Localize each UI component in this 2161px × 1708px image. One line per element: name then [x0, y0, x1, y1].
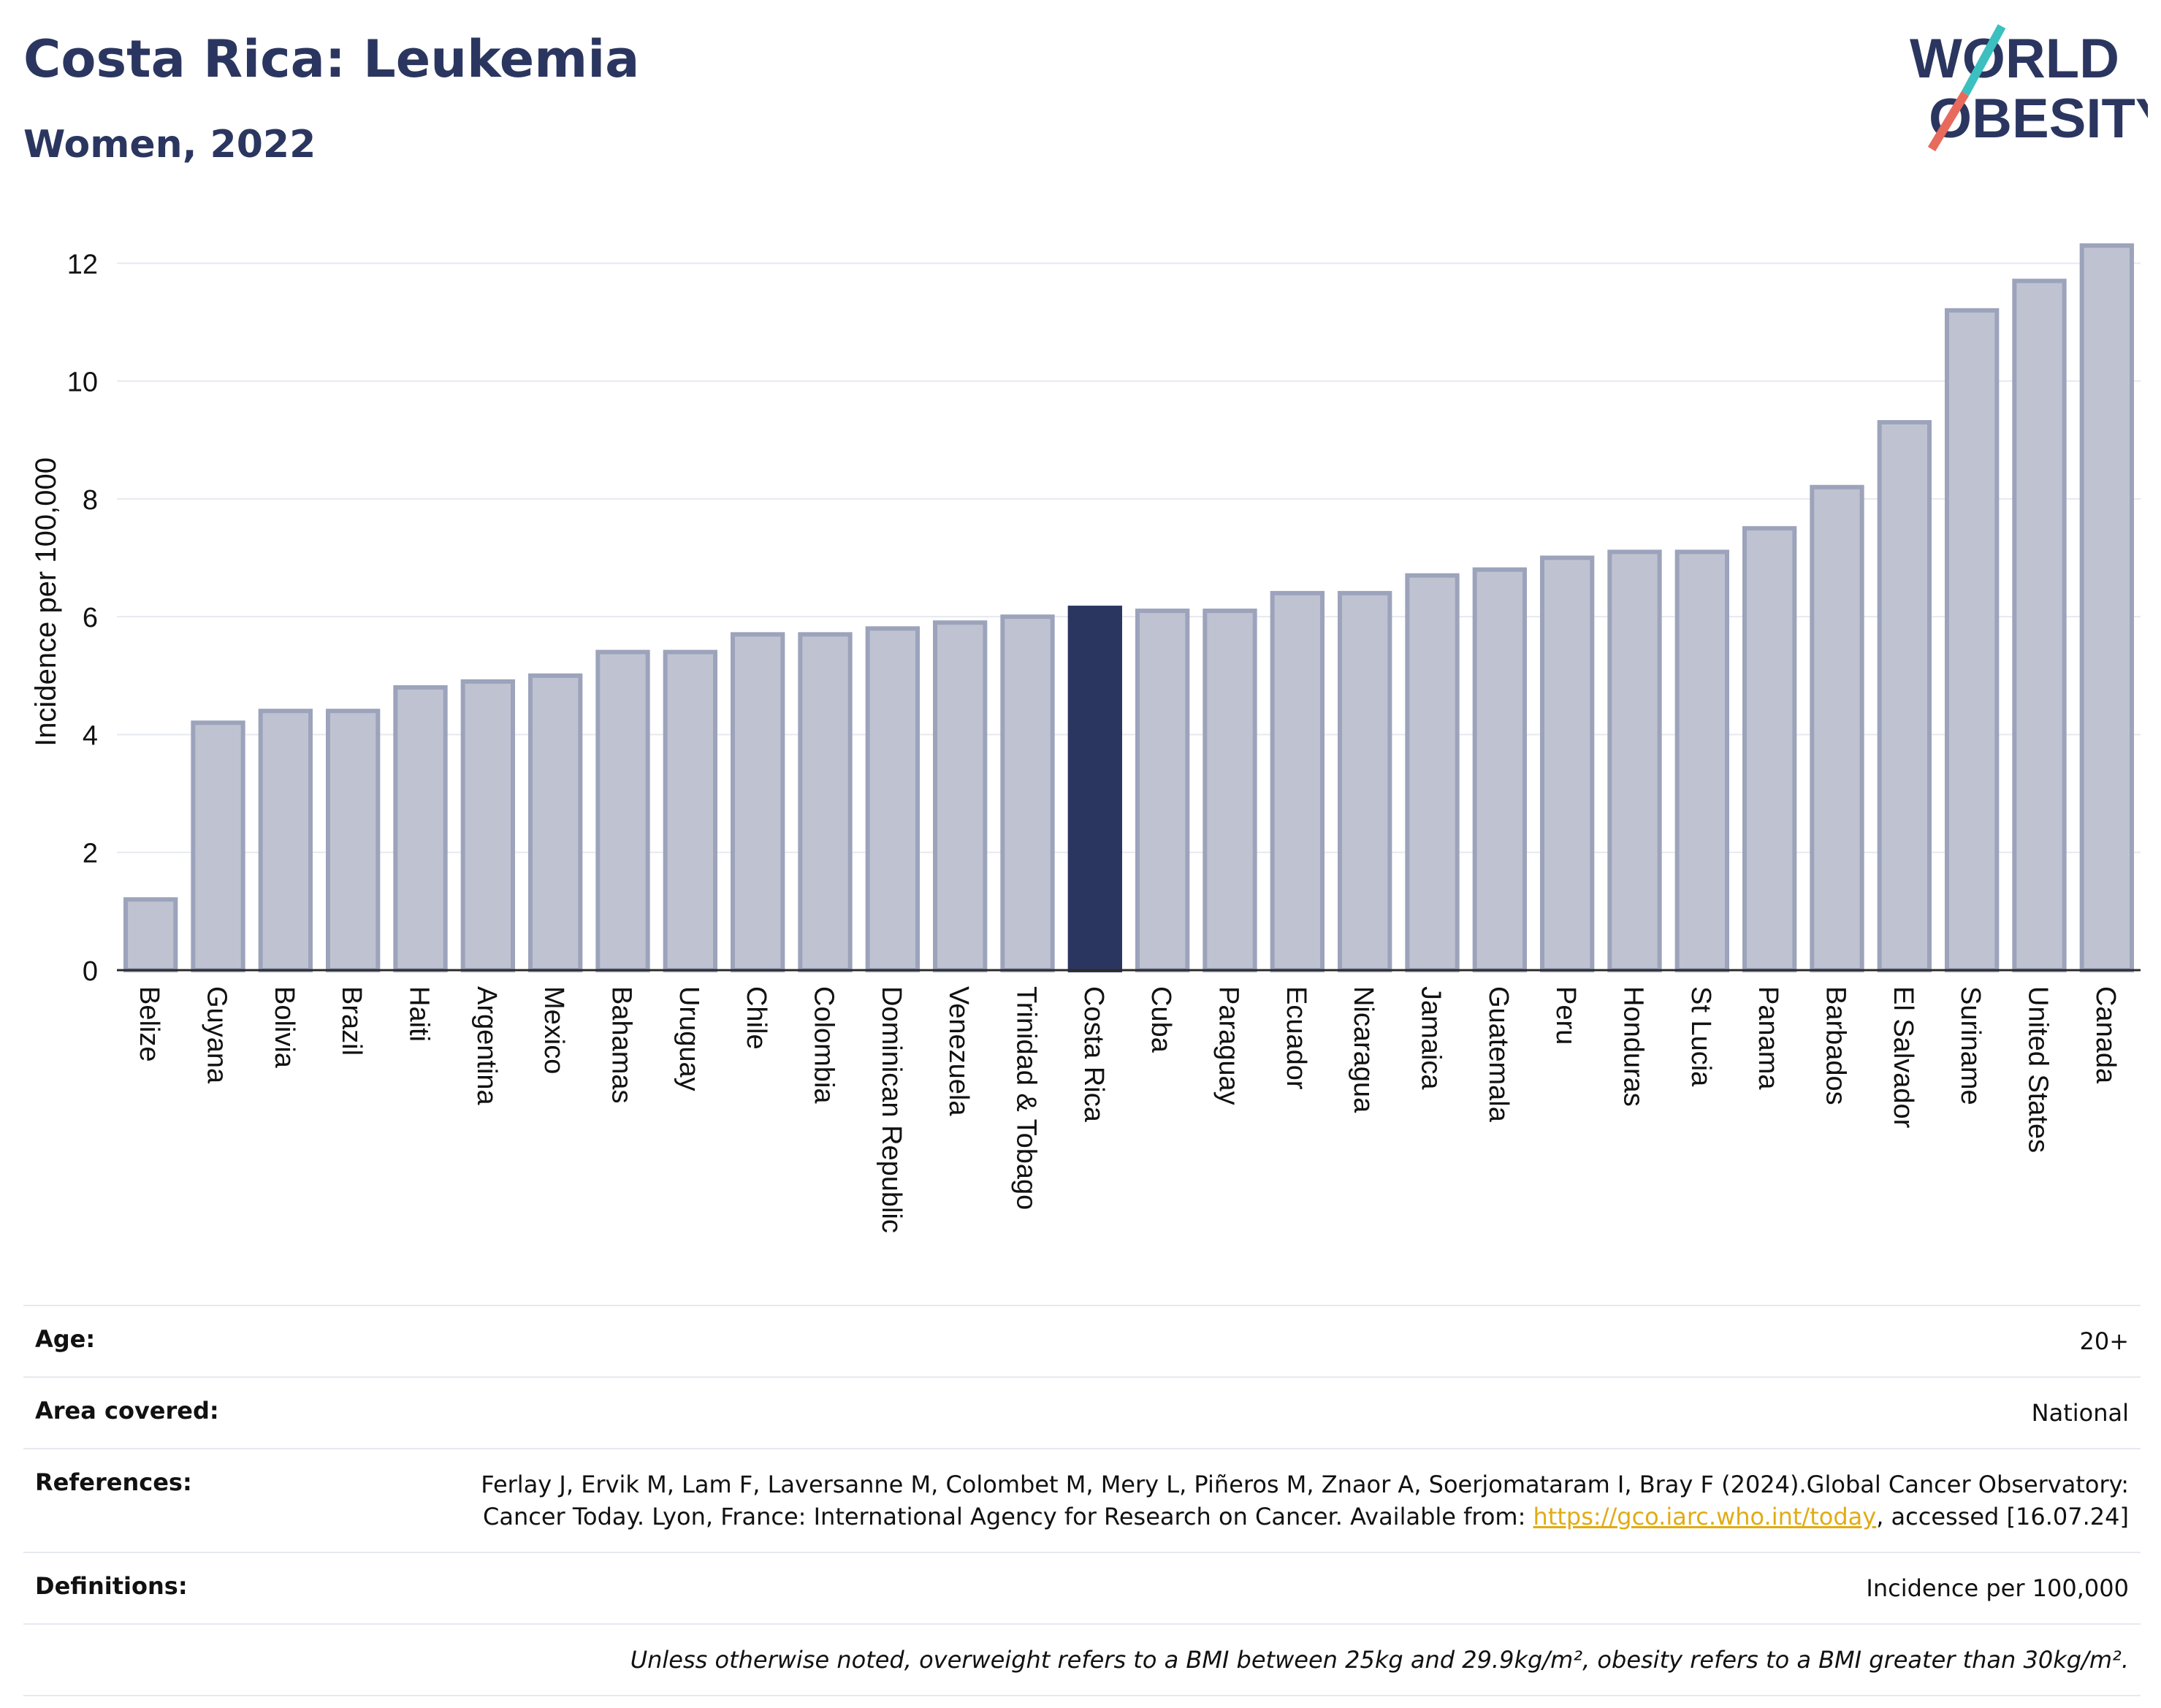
x-tick-label: Barbados: [1821, 986, 1851, 1105]
x-tick-label: Argentina: [471, 986, 502, 1106]
x-tick-label: Dominican Republic: [876, 986, 907, 1233]
info-table: Age: 20+ Area covered: National Referenc…: [23, 1305, 2141, 1696]
x-tick-label: Panama: [1753, 986, 1783, 1090]
grid-lines: [117, 262, 2141, 853]
page-subtitle: Women, 2022: [23, 123, 316, 167]
logo-slash-teal: [1961, 24, 2006, 96]
bar: [933, 620, 988, 972]
x-tick-label: Bolivia: [269, 986, 300, 1069]
bar: [663, 649, 717, 972]
bar: [393, 685, 448, 972]
x-tick-label: Canada: [2090, 986, 2121, 1084]
info-row-age: Age: 20+: [23, 1305, 2141, 1376]
bar: [326, 709, 381, 973]
x-tick-label: Bahamas: [606, 986, 637, 1104]
bar: [123, 897, 178, 972]
world-obesity-logo: WORLD OBESITY: [1910, 24, 2148, 152]
bar-highlight: [1067, 606, 1122, 973]
x-tick-label: Suriname: [1955, 986, 1986, 1105]
bar: [1472, 567, 1527, 972]
x-tick-label: Haiti: [404, 986, 435, 1042]
x-tick-label: Venezuela: [943, 986, 974, 1116]
info-row-references: References: Ferlay J, Ervik M, Lam F, La…: [23, 1448, 2141, 1552]
bar: [1607, 549, 1662, 972]
y-tick-labels: 0 2 4 6 8 10 12: [67, 249, 98, 987]
bar: [1270, 590, 1325, 972]
x-tick-label: Honduras: [1618, 986, 1649, 1107]
x-tick-label: Peru: [1550, 986, 1581, 1045]
x-tick-label: Belize: [134, 986, 164, 1062]
y-tick-label: 12: [67, 249, 98, 280]
x-tick-label: Costa Rica: [1078, 986, 1109, 1123]
x-tick-label: Jamaica: [1416, 986, 1447, 1090]
y-tick-label: 8: [83, 485, 98, 516]
bar: [1405, 573, 1460, 973]
bar: [1338, 590, 1392, 972]
definitions-label: Definitions:: [35, 1572, 188, 1600]
references-link[interactable]: https://gco.iarc.who.int/today: [1533, 1503, 1877, 1530]
bar: [1000, 614, 1055, 972]
bar: [798, 632, 853, 972]
x-tick-label: United States: [2023, 986, 2054, 1153]
y-tick-label: 2: [83, 839, 98, 869]
info-row-definitions: Definitions: Incidence per 100,000: [23, 1552, 2141, 1623]
bar: [1742, 526, 1797, 972]
x-tick-label: Trinidad & Tobago: [1011, 986, 1042, 1210]
info-row-area: Area covered: National: [23, 1376, 2141, 1448]
x-tick-label: Mexico: [538, 986, 569, 1074]
bar: [1135, 609, 1190, 972]
x-tick-label: Colombia: [809, 986, 839, 1104]
area-label: Area covered:: [35, 1397, 219, 1425]
area-value: National: [2031, 1399, 2129, 1427]
y-axis-label: Incidence per 100,000: [30, 457, 62, 747]
bar: [1945, 308, 2000, 973]
bar: [731, 632, 785, 972]
x-tick-label: Paraguay: [1213, 986, 1244, 1105]
bmi-note: Unless otherwise noted, overweight refer…: [630, 1646, 2129, 1674]
references-label: References:: [35, 1468, 192, 1496]
bar: [528, 673, 583, 972]
bar-chart: 0 2 4 6 8 10 12 Belize Guyana Bolivia Brazil Haiti…: [30, 243, 2141, 1233]
bar: [595, 649, 650, 972]
x-tick-label: Uruguay: [674, 986, 704, 1091]
references-value: Ferlay J, Ervik M, Lam F, Laversanne M, …: [449, 1468, 2129, 1533]
bar: [2079, 243, 2134, 973]
x-tick-label: Chile: [741, 986, 771, 1050]
definitions-value: Incidence per 100,000: [1866, 1574, 2129, 1602]
x-tick-label: Guatemala: [1483, 986, 1514, 1123]
age-label: Age:: [35, 1325, 96, 1353]
page-title: Costa Rica: Leukemia: [23, 29, 640, 89]
references-suffix: , accessed [16.07.24]: [1876, 1503, 2129, 1530]
x-tick-label: Ecuador: [1281, 986, 1311, 1090]
x-tick-label: Guyana: [202, 986, 232, 1084]
bar: [258, 709, 313, 973]
bar: [191, 720, 245, 972]
y-tick-label: 0: [83, 956, 98, 987]
bar: [1674, 549, 1729, 972]
y-tick-label: 4: [83, 720, 98, 751]
y-tick-label: 10: [67, 367, 98, 398]
age-value: 20+: [2079, 1327, 2129, 1355]
bars: [123, 243, 2134, 973]
x-tick-label: Brazil: [336, 986, 367, 1056]
x-tick-label: El Salvador: [1888, 986, 1918, 1129]
logo-text-line1: WORLD: [1910, 28, 2119, 90]
bar: [1877, 420, 1932, 973]
logo-slash-coral: [1927, 91, 1970, 152]
bar: [865, 626, 920, 973]
x-tick-label: Nicaragua: [1348, 986, 1379, 1113]
x-tick-label: St Lucia: [1685, 986, 1716, 1087]
bar: [460, 679, 515, 972]
x-tick-labels: Belize Guyana Bolivia Brazil Haiti Argentina M…: [134, 986, 2121, 1233]
bar: [1810, 484, 1864, 972]
bar: [2012, 278, 2067, 972]
info-row-note: Unless otherwise noted, overweight refer…: [23, 1623, 2141, 1696]
references-text: Ferlay J, Ervik M, Lam F, Laversanne M, …: [481, 1471, 2129, 1530]
x-tick-label: Cuba: [1146, 986, 1176, 1053]
y-tick-label: 6: [83, 603, 98, 633]
bar: [1540, 555, 1595, 972]
bar: [1203, 609, 1257, 972]
